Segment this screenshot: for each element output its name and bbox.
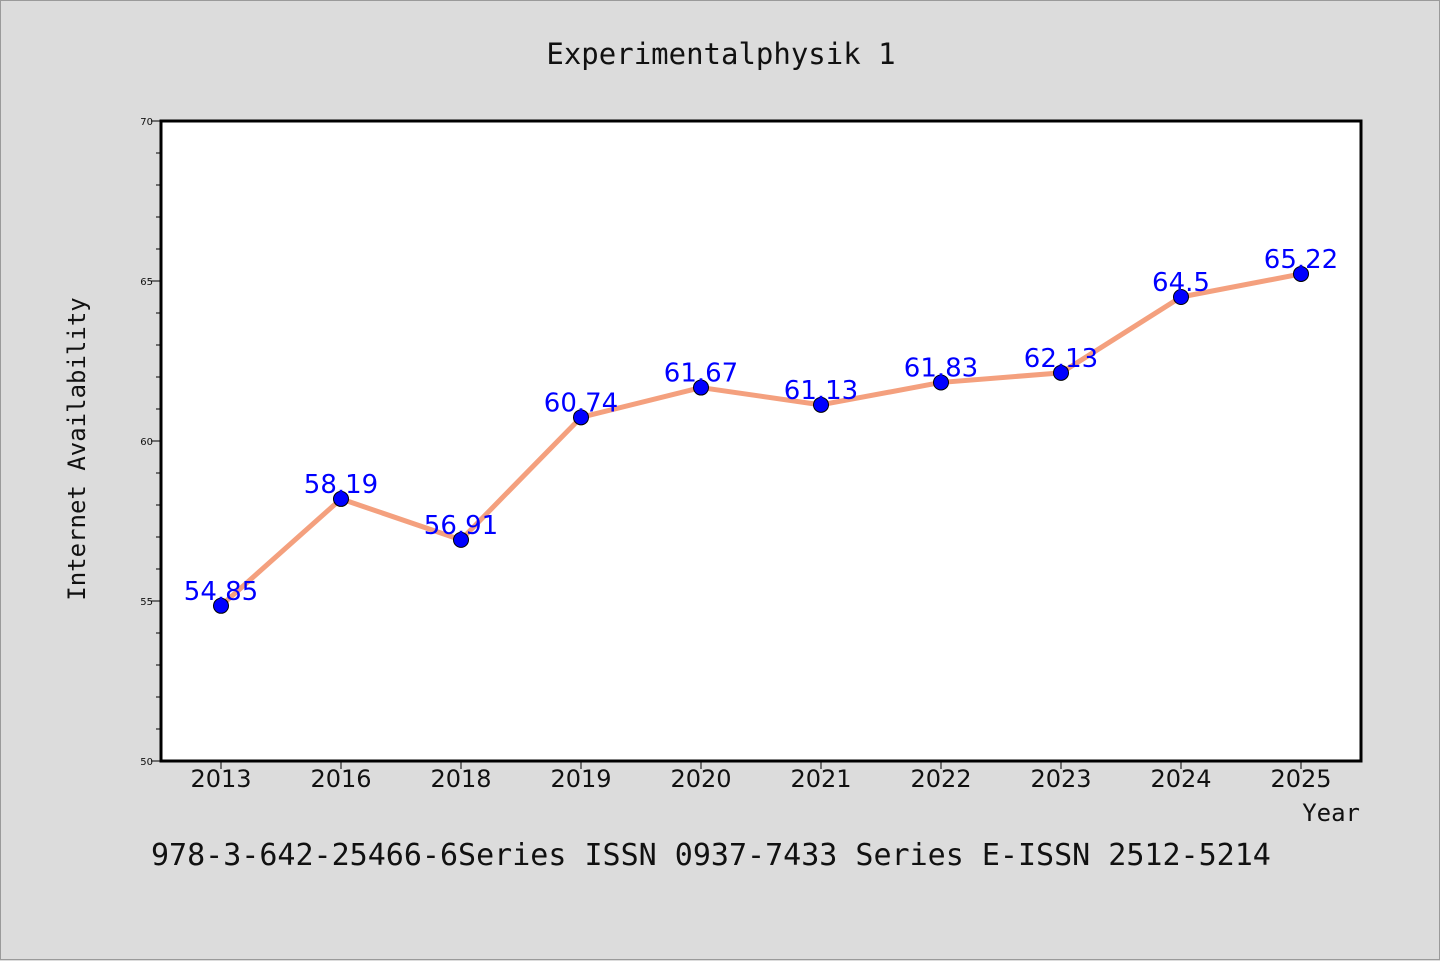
series-group: 54.85 58.19 56.91 60.74 61.67 61.13 61.83 62.13… — [184, 245, 1338, 614]
x-tick-label: 2013 — [190, 765, 251, 793]
series-line — [218, 271, 1304, 609]
data-point — [1053, 364, 1069, 381]
data-label: 56.91 — [424, 511, 498, 541]
data-label: 61.13 — [784, 376, 858, 406]
x-tick-label: 2020 — [670, 765, 731, 793]
data-point — [693, 379, 709, 396]
y-tick-label: 60 — [140, 437, 153, 448]
footer-isbn-issn: 978-3-642-25466-6Series ISSN 0937-7433 S… — [151, 838, 1271, 873]
x-tick-label: 2018 — [430, 765, 491, 793]
x-tick-label: 2024 — [1150, 765, 1211, 793]
data-label: 61.67 — [664, 359, 738, 389]
y-axis: 50 55 60 65 70 — [140, 117, 161, 768]
x-tick-label: 2025 — [1270, 765, 1331, 793]
y-tick-label: 70 — [140, 117, 153, 128]
data-point — [333, 490, 349, 507]
data-label: 61.83 — [904, 353, 978, 383]
x-axis-label: Year — [1302, 799, 1360, 827]
data-point — [1173, 289, 1189, 305]
data-point — [933, 374, 949, 391]
data-point — [573, 409, 589, 426]
y-tick-label: 50 — [140, 757, 153, 768]
y-tick-label: 65 — [140, 277, 153, 288]
data-label: 64.5 — [1152, 268, 1210, 298]
data-label: 62.13 — [1024, 344, 1098, 374]
data-label: 65.22 — [1264, 245, 1338, 275]
x-axis: 2013 2016 2018 2019 2020 2021 2022 2023 2024 2025 — [190, 761, 1332, 793]
x-tick-label: 2019 — [550, 765, 611, 793]
data-point — [453, 531, 469, 548]
data-point — [813, 396, 829, 413]
x-tick-label: 2016 — [310, 765, 371, 793]
data-label: 58.19 — [304, 470, 378, 500]
x-tick-label: 2021 — [790, 765, 851, 793]
y-tick-label: 55 — [140, 597, 153, 608]
data-point — [213, 597, 229, 614]
y-axis-label: Internet Availability — [63, 297, 91, 600]
x-tick-label: 2022 — [910, 765, 971, 793]
data-label: 54.85 — [184, 577, 258, 607]
plot-area — [159, 119, 1363, 763]
chart-title: Experimentalphysik 1 — [546, 37, 895, 71]
data-point — [1293, 265, 1309, 282]
x-tick-label: 2023 — [1030, 765, 1091, 793]
data-label: 60.74 — [544, 388, 618, 418]
